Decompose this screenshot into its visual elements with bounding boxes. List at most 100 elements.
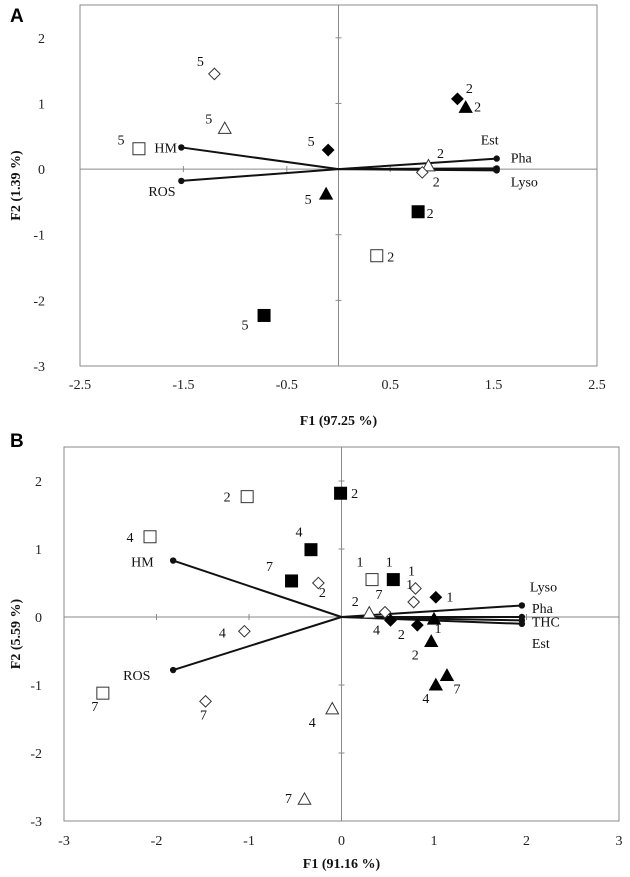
point-label: 7: [375, 588, 382, 603]
diamond-marker: [415, 165, 429, 179]
vector-label-lyso: Lyso: [511, 175, 538, 190]
point-label: 1: [408, 564, 415, 579]
point-label: 7: [453, 682, 460, 697]
vector-line-hm: [181, 146, 339, 171]
point-label: 1: [435, 622, 442, 637]
point-label: 5: [197, 55, 204, 70]
triangle-marker: [217, 121, 232, 134]
triangle-marker: [426, 611, 442, 625]
point-label: 2: [412, 648, 419, 663]
triangle-marker: [428, 677, 443, 691]
point-label: 1: [357, 556, 364, 571]
x-tick-label: -2.5: [69, 378, 91, 393]
point-label: 2: [352, 595, 359, 610]
y-tick-label: -2: [33, 294, 45, 309]
point-label: 2: [427, 207, 434, 222]
x-tick-label: -1.5: [172, 378, 194, 393]
vector-label-est: Est: [532, 637, 550, 652]
diamond-marker: [321, 143, 335, 157]
point-label: 7: [285, 792, 292, 807]
vector-label-thc: THC: [532, 615, 560, 630]
vector-label-hm: HM: [131, 556, 154, 571]
square-marker: [257, 308, 271, 322]
y-tick-label: -1: [33, 229, 45, 244]
triangle-marker: [362, 605, 377, 619]
diamond-marker: [199, 694, 212, 708]
point-label: 4: [422, 692, 429, 707]
y-tick-label: 2: [35, 475, 42, 490]
panel-letter: B: [10, 431, 24, 452]
panel-a: -2.5 -1.5 -0.5 0.5 1.5 2.5 -3 -2 -1 0 1 2 F1 (97.25 …: [9, 4, 606, 429]
point-label: 2: [224, 491, 231, 506]
triangle-marker: [297, 791, 312, 805]
point-label: 2: [387, 251, 394, 266]
vector-tip-est: [493, 155, 500, 162]
point-label: 4: [309, 716, 316, 731]
x-tick-label: 2.5: [588, 378, 606, 393]
y-tick-label: 1: [38, 97, 45, 112]
x-tick-label: 3: [616, 834, 623, 849]
point-label: 5: [205, 112, 212, 127]
point-label: 1: [406, 578, 413, 593]
y-tick-label: 2: [38, 32, 45, 47]
vector-label-est: Est: [481, 134, 499, 149]
diamond-marker: [410, 618, 424, 632]
panel-letter: A: [10, 6, 24, 27]
diamond-marker: [429, 590, 443, 604]
x-tick-label: 1: [431, 834, 438, 849]
point-label: 2: [398, 628, 405, 643]
square-marker: [285, 574, 299, 588]
vector-tip-ros: [169, 666, 177, 674]
point-label: 2: [433, 175, 440, 190]
triangle-marker: [318, 186, 334, 200]
point-label: 5: [117, 134, 124, 149]
triangle-marker: [424, 634, 439, 648]
y-tick-label: -1: [30, 679, 42, 694]
square-marker: [143, 530, 157, 544]
square-marker: [304, 543, 318, 557]
vector-line-est: [338, 157, 497, 171]
y-axis-title: F2 (1.39 %): [9, 150, 24, 221]
diamond-marker: [451, 92, 464, 106]
y-tick-label: -3: [33, 360, 45, 375]
point-label: 2: [466, 82, 473, 97]
point-label: 2: [319, 586, 326, 601]
square-marker: [240, 490, 254, 504]
diamond-marker: [407, 595, 421, 609]
point-label: 5: [242, 318, 249, 333]
triangle-marker: [325, 701, 340, 715]
point-label: 1: [446, 590, 453, 605]
diamond-marker: [378, 605, 392, 619]
point-label: 2: [474, 100, 481, 115]
point-label: 7: [200, 708, 207, 723]
diamond-marker: [311, 576, 325, 590]
x-tick-label: -1: [243, 834, 255, 849]
square-marker: [96, 686, 110, 700]
vector-tip-hm: [178, 144, 185, 151]
vector-line-lyso: [338, 168, 497, 172]
vector-label-hm: HM: [154, 141, 177, 156]
vector-line-ros: [181, 168, 339, 182]
vector-label-pha: Pha: [511, 151, 533, 166]
vector-tip-lyso: [493, 167, 500, 174]
y-tick-label: -3: [30, 815, 42, 830]
vector-tip-hm: [169, 557, 177, 564]
point-label: 7: [266, 560, 273, 575]
vector-label-lyso: Lyso: [530, 580, 557, 595]
x-tick-label: 1.5: [485, 378, 503, 393]
point-label: 5: [305, 193, 312, 208]
square-marker: [132, 142, 146, 156]
point-label: 2: [437, 147, 444, 162]
square-marker: [365, 573, 379, 587]
x-tick-label: -0.5: [276, 378, 298, 393]
point-label: 4: [127, 531, 134, 546]
point-label: 2: [351, 487, 358, 502]
vector-tip-est: [518, 620, 526, 627]
x-tick-label: -3: [58, 834, 70, 849]
vector-label-pha: Pha: [532, 602, 554, 617]
vector-line-hm: [172, 559, 342, 618]
point-label: 5: [308, 135, 315, 150]
triangle-marker: [421, 158, 436, 172]
triangle-marker: [439, 668, 455, 682]
